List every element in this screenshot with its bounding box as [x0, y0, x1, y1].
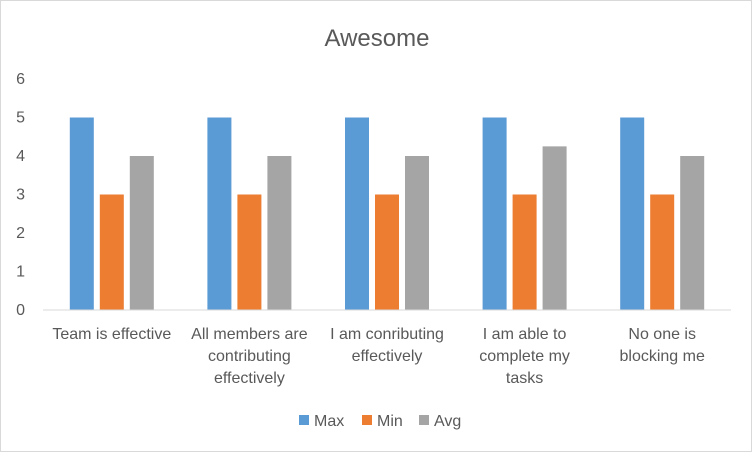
legend-label-avg: Avg — [434, 413, 461, 430]
y-tick-label: 3 — [16, 187, 25, 204]
bar-max — [345, 117, 369, 310]
x-axis-labels: Team is effective All members are contribu… — [52, 326, 705, 387]
legend-swatch-avg — [419, 415, 429, 425]
bar-avg — [405, 156, 429, 310]
x-tick-label: complete my — [479, 348, 570, 365]
bar-avg — [680, 156, 705, 310]
x-tick-label: effectively — [352, 348, 423, 365]
y-axis: 0 1 2 3 4 5 6 — [16, 71, 25, 319]
x-tick-label: contributing — [208, 348, 291, 365]
bar-max — [482, 117, 507, 310]
x-tick-label: Team is effective — [52, 326, 171, 343]
y-tick-label: 2 — [16, 225, 25, 242]
bars — [69, 117, 705, 310]
bar-max — [207, 117, 232, 310]
chart-title: Awesome — [325, 25, 430, 52]
bar-max — [69, 117, 94, 310]
legend-swatch-max — [299, 415, 309, 425]
legend-label-max: Max — [314, 413, 344, 430]
bar-avg — [267, 156, 292, 310]
bar-min — [99, 194, 124, 310]
x-tick-label: I am able to — [483, 326, 567, 343]
legend-label-min: Min — [377, 413, 403, 430]
x-tick-label: effectively — [214, 370, 285, 387]
bar-avg — [542, 146, 567, 310]
y-tick-label: 4 — [16, 148, 25, 165]
y-tick-label: 6 — [16, 71, 25, 88]
bar-min — [512, 194, 537, 310]
bar-max — [620, 117, 645, 310]
y-tick-label: 5 — [16, 110, 25, 127]
bar-avg — [129, 156, 154, 310]
y-tick-label: 1 — [16, 264, 25, 281]
x-tick-label: tasks — [506, 370, 543, 387]
bar-min — [650, 194, 675, 310]
legend-swatch-min — [362, 415, 372, 425]
legend: Max Min Avg — [299, 413, 461, 430]
bar-min — [237, 194, 262, 310]
x-tick-label: All members are — [191, 326, 308, 343]
x-tick-label: blocking me — [620, 348, 705, 365]
y-tick-label: 0 — [16, 302, 25, 319]
bar-min — [375, 194, 399, 310]
x-tick-label: I am conributing — [330, 326, 444, 343]
x-tick-label: No one is — [628, 326, 696, 343]
